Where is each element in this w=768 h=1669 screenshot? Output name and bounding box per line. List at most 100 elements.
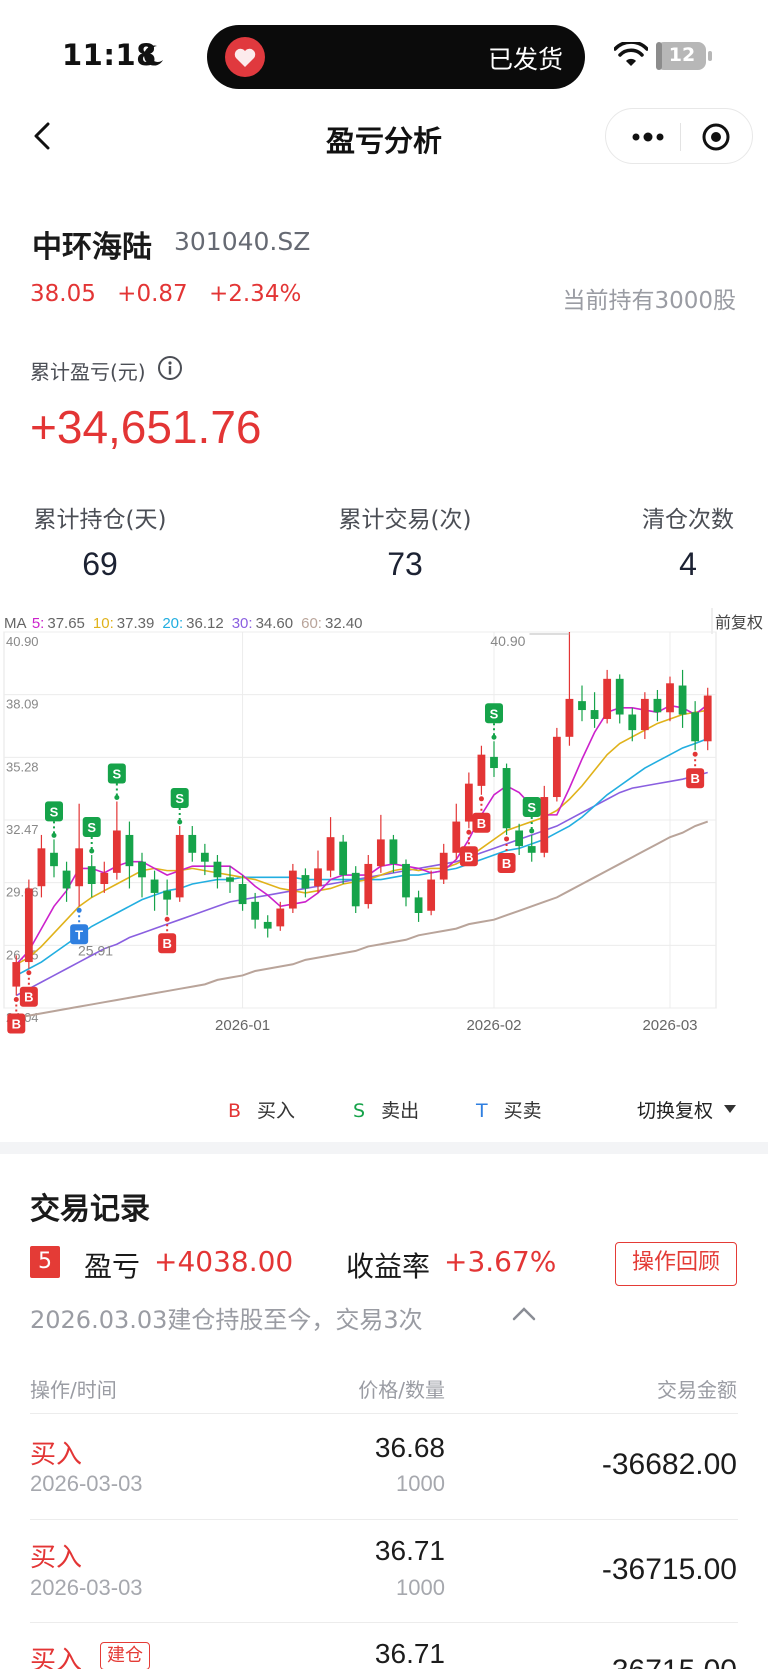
candle-body [364,863,373,905]
wifi-icon [614,42,648,66]
row-date: 2026-03-03 [30,1471,143,1496]
row-divider [30,1622,738,1623]
row-divider [30,1519,738,1520]
y-tick-label: 38.09 [6,697,39,712]
mini-program-capsule [605,108,753,164]
operation-review-button[interactable]: 操作回顾 [615,1242,737,1286]
candle-body [615,678,624,715]
stat-value: 4 [679,546,697,582]
close-mini-program-icon[interactable] [700,121,732,153]
ma-value: 32.40 [325,615,363,632]
y-tick-label: 29.66 [6,885,39,900]
capsule-divider [680,123,681,151]
candle-body [62,870,71,889]
legend-sell: S 卖出 [353,1096,419,1123]
marker-dot [692,751,698,757]
candle-body [376,839,385,867]
trade-marker-b: B [7,1013,26,1034]
stat-holding-days: 累计持仓(天) 69 [30,500,170,583]
back-arrow-icon[interactable] [24,116,64,156]
record-pnl-label: 盈亏 [84,1250,141,1283]
candle-body [276,908,285,927]
battery-icon: 12 [656,42,712,70]
stat-trade-count: 累计交易(次) 73 [335,500,475,583]
candle-body [200,852,209,862]
candle-body [351,872,360,907]
candle-body [263,921,272,929]
row-price: 36.71 [374,1535,445,1566]
record-summary: 2026.03.03建仓持股至今，交易3次 [30,1306,423,1334]
x-tick-label: 2026-01 [215,1017,270,1034]
price-adjust-label: 前复权 [715,613,763,632]
record-pnl-value: +4038.00 [154,1245,294,1278]
marker-letter: T [75,927,83,942]
marker-badge [45,801,63,822]
low-price-label: 25.91 [78,942,113,958]
ma-value: 34.60 [256,615,294,632]
marker-dot [504,836,510,842]
trade-marker-s: S [45,801,63,822]
chevron-up-icon[interactable] [510,1300,538,1328]
candle-body [24,888,33,963]
row-operation: 买入 [30,1543,83,1573]
more-icon[interactable] [626,123,670,151]
candle-body [12,962,21,987]
marker-dot [466,829,472,835]
dynamic-island[interactable]: 已发货 [207,25,585,89]
cumulative-pnl-label: 累计盈亏(元) [30,360,146,384]
marker-letter: S [87,820,96,835]
status-time: 11:18 [62,38,157,72]
marker-dot [529,828,535,834]
marker-dot [478,796,484,802]
candle-body [100,872,109,885]
candle-body [414,897,423,913]
legend-sell-mark: S [353,1100,366,1122]
trade-marker-s: S [522,796,541,817]
candle-body [678,685,687,715]
price-row: 38.05 +0.87 +2.34% [30,281,315,307]
stock-price: 38.05 [30,281,96,307]
marker-letter: B [12,1017,21,1032]
candle-body [439,852,448,880]
section-separator [0,1142,768,1154]
marker-badge [82,817,101,838]
info-icon[interactable] [157,355,183,381]
marker-badge [170,788,189,809]
shop-logo-icon [225,37,265,77]
stat-clear-count: 清仓次数 4 [638,500,738,583]
kline-chart-svg[interactable]: MA 5: 37.65 10: 37.39 20: 36.12 30: 34.60 60: 32.… [0,606,768,1056]
trade-marker-b: B [158,933,177,954]
candle-body [427,879,436,911]
stat-value: 69 [82,546,118,582]
candle-body [653,698,662,713]
switch-adjust-button[interactable]: 切换复权 [637,1096,737,1123]
candle-body [402,863,410,898]
row-quantity: 1000 [396,1575,445,1600]
legend-both: T 买卖 [476,1096,542,1123]
marker-letter: B [24,990,33,1005]
marker-badge [107,763,126,784]
legend-both-mark: T [476,1100,488,1122]
battery-percentage: 12 [668,44,696,66]
marker-badge [459,846,478,867]
cumulative-pnl-value: +34,651.76 [30,401,262,453]
stock-change-pct: +2.34% [208,281,302,307]
trade-marker-b: B [686,768,705,789]
candle-body [163,890,172,900]
candle-body [37,848,46,887]
marker-badge [7,1013,26,1034]
kline-chart[interactable]: MA 5: 37.65 10: 37.39 20: 36.12 30: 34.60 60: 32.… [0,606,768,1056]
ma-key: 60: [301,615,322,632]
ma-value: 37.65 [47,615,85,632]
row-divider [30,1413,738,1414]
marker-letter: B [690,771,699,786]
candle-body [50,852,58,867]
marker-letter: B [464,849,473,864]
candle-body [590,710,599,719]
marker-badge [19,986,38,1007]
candle-body [75,848,84,887]
candle-body [578,701,586,711]
marker-badge [497,852,516,873]
trade-marker-s: S [170,788,189,809]
stock-code: 301040.SZ [174,227,311,256]
